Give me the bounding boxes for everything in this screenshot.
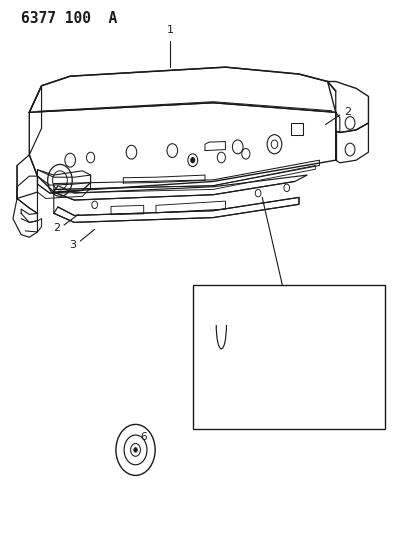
Bar bbox=[290, 123, 302, 135]
Text: 3: 3 bbox=[69, 240, 76, 250]
Bar bbox=[192, 285, 384, 429]
Text: 2: 2 bbox=[53, 223, 60, 233]
Text: 6: 6 bbox=[140, 432, 147, 442]
Circle shape bbox=[133, 448, 137, 452]
Text: 2: 2 bbox=[343, 107, 350, 117]
Circle shape bbox=[190, 158, 194, 163]
Text: 1: 1 bbox=[166, 25, 173, 35]
Text: 5: 5 bbox=[349, 329, 356, 340]
Text: 4: 4 bbox=[306, 298, 314, 309]
Text: 6377 100  A: 6377 100 A bbox=[21, 11, 117, 26]
